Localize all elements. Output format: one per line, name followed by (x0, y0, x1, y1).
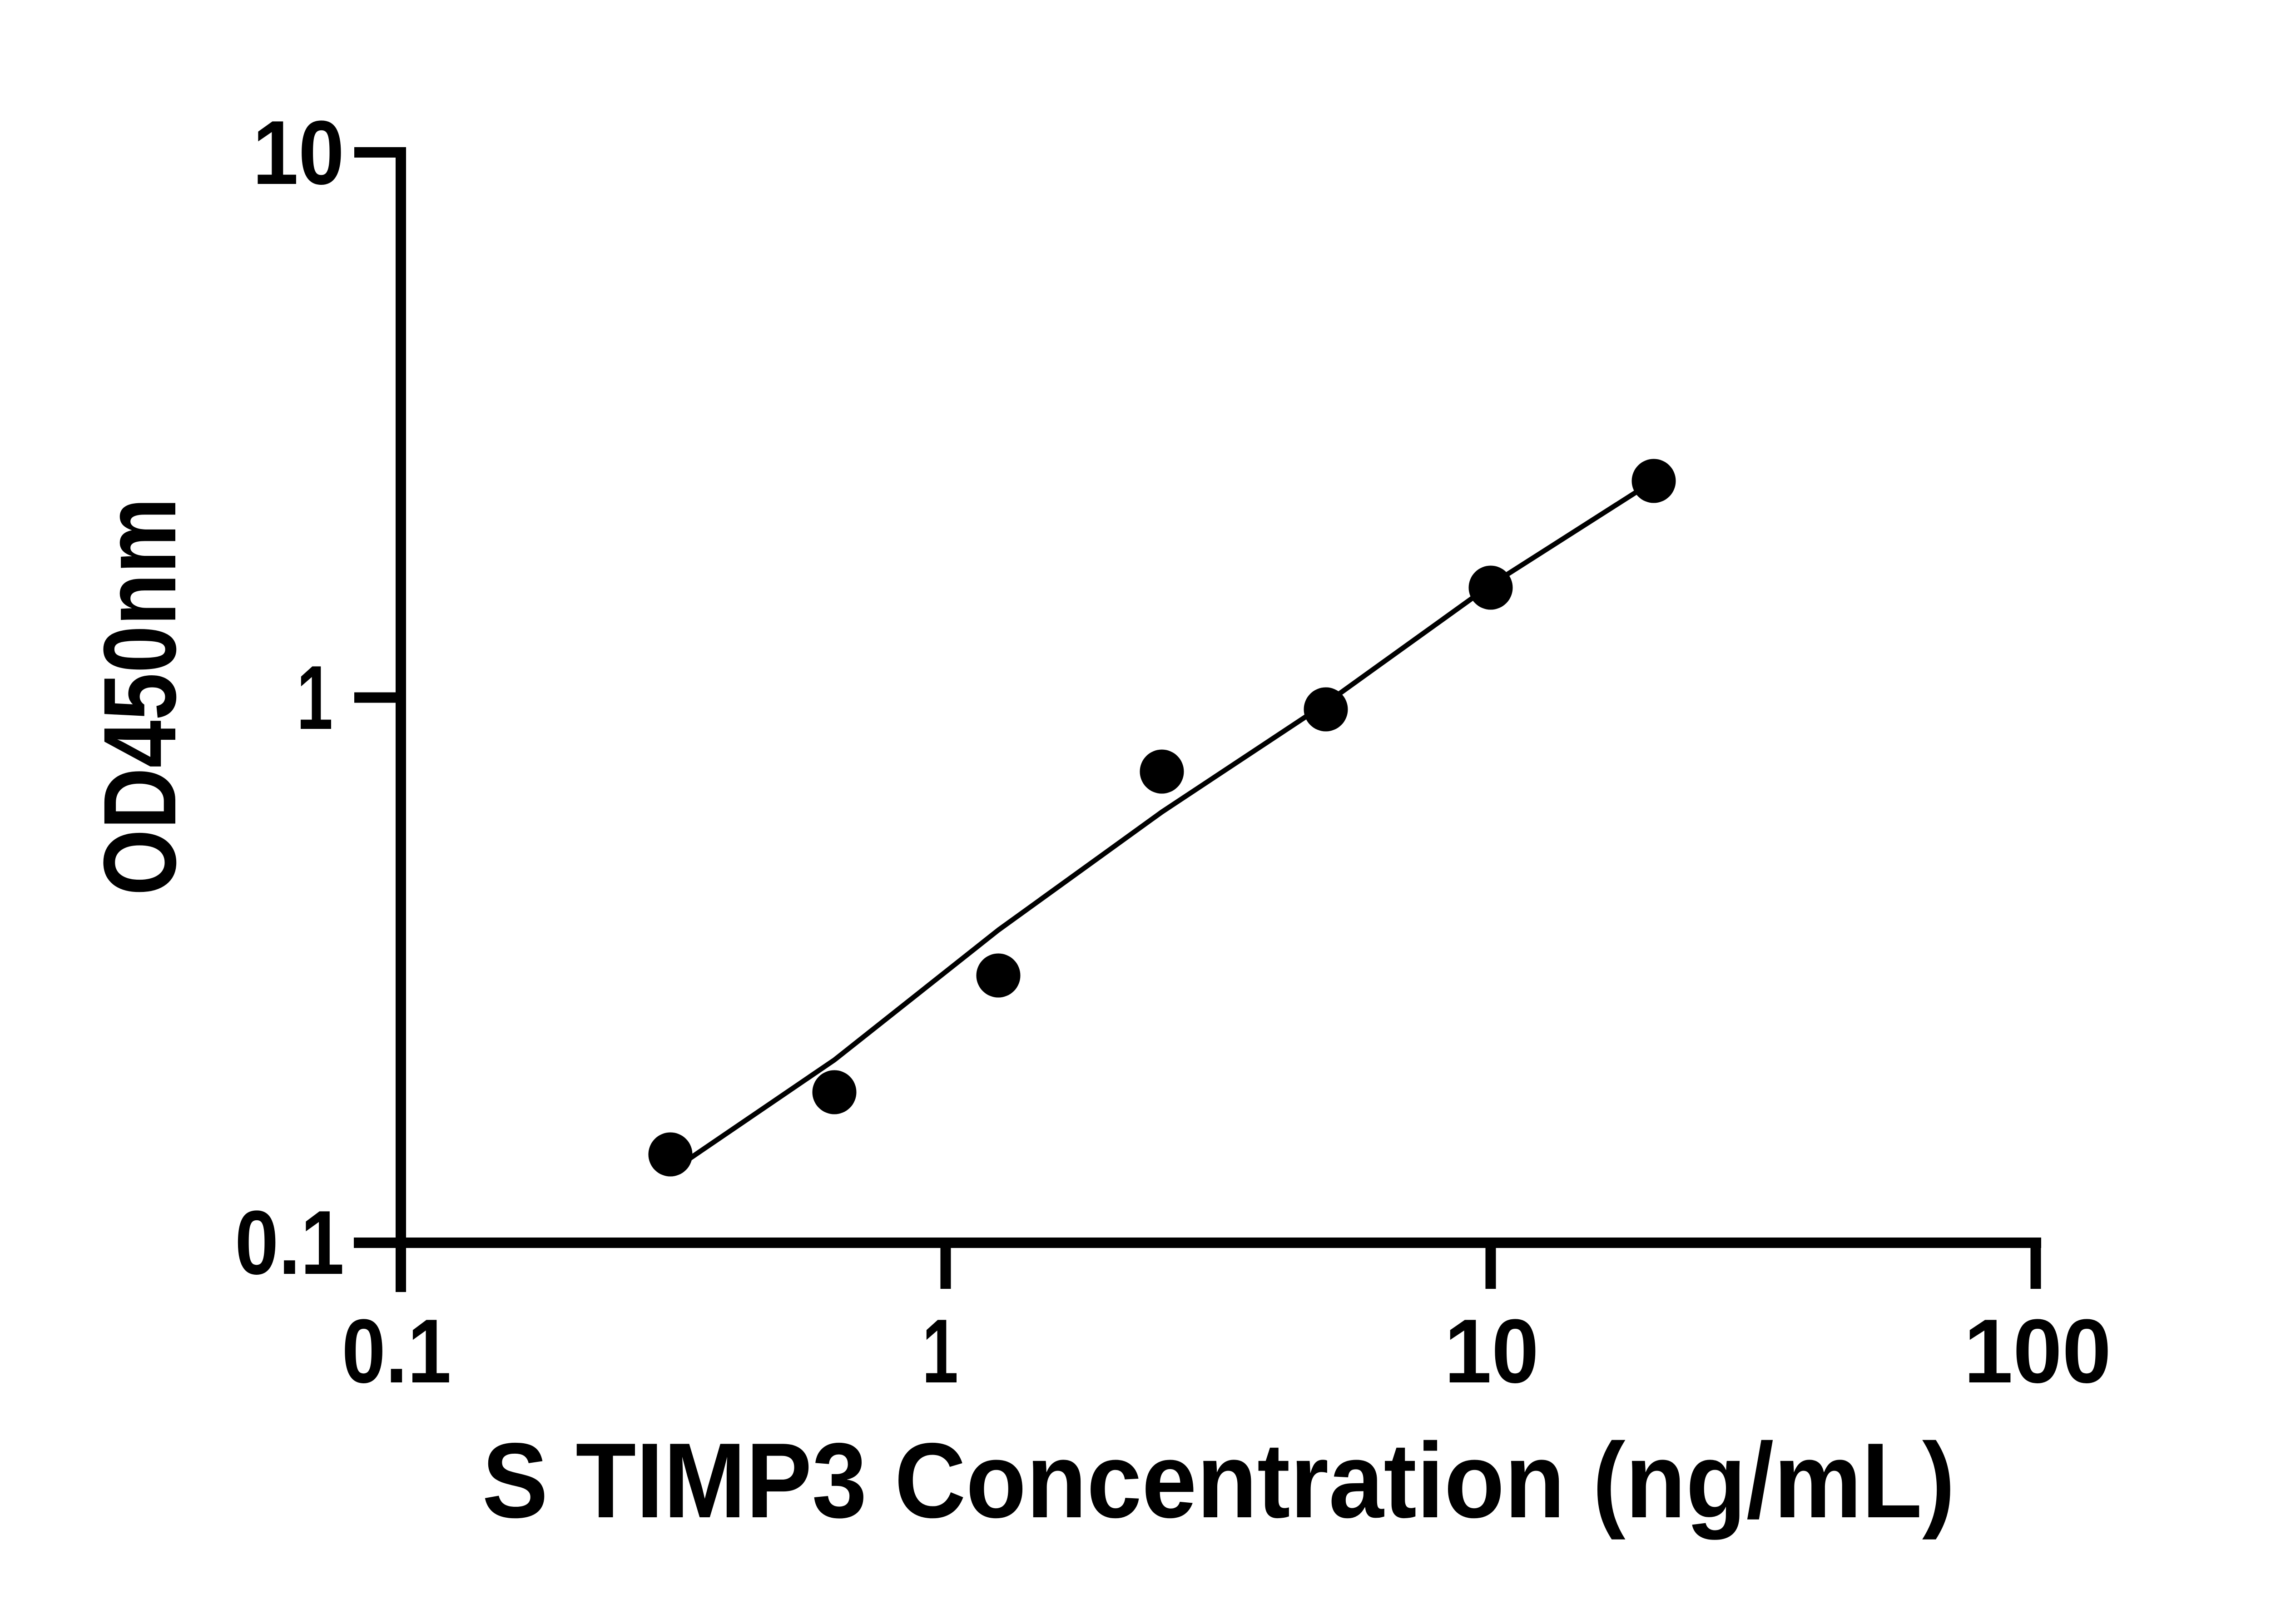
svg-text:0.1: 0.1 (342, 1301, 451, 1402)
svg-text:100: 100 (1964, 1301, 2112, 1402)
svg-text:OD450nm: OD450nm (83, 498, 198, 896)
svg-text:0.1: 0.1 (235, 1192, 344, 1293)
svg-text:S TIMP3 Concentration (ng/mL): S TIMP3 Concentration (ng/mL) (482, 1421, 1955, 1540)
svg-text:10: 10 (1444, 1301, 1539, 1402)
svg-text:10: 10 (253, 102, 344, 203)
svg-text:1: 1 (297, 647, 333, 748)
svg-text:1: 1 (922, 1301, 958, 1402)
